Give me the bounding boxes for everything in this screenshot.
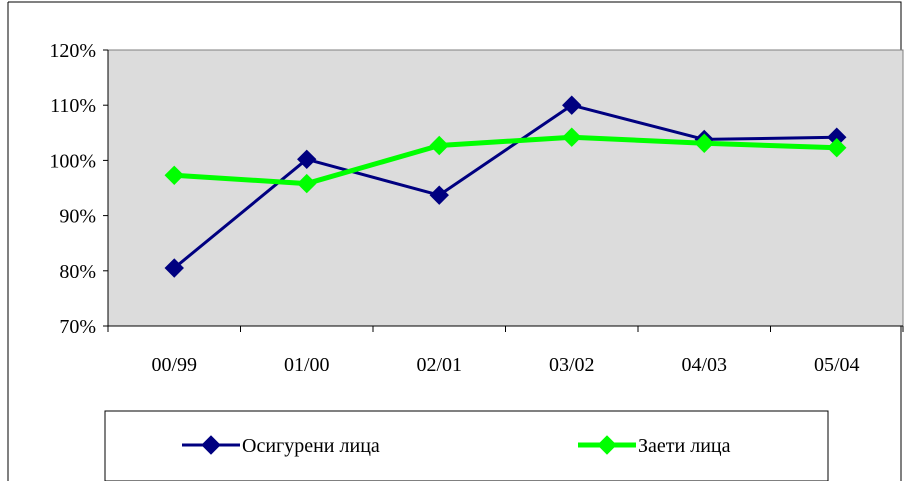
x-tick-label: 02/01: [416, 354, 462, 376]
legend-items: Осигурени лица Заети лица: [182, 435, 731, 457]
data-point: [297, 173, 317, 194]
data-point: [562, 127, 582, 147]
x-tick-label: 04/03: [681, 354, 727, 376]
legend-item: Заети лица: [578, 435, 731, 457]
legend-item: Осигурени лица: [182, 435, 380, 457]
series-2: [164, 127, 847, 194]
series-layer: [164, 95, 847, 278]
y-tick-label: 90%: [59, 206, 96, 228]
series-line: [173, 103, 837, 270]
data-point: [297, 149, 317, 170]
x-tick-label: 01/00: [284, 354, 330, 376]
y-tick-label: 70%: [59, 316, 96, 338]
legend-marker: [597, 435, 617, 455]
data-point: [429, 185, 449, 205]
plot-area: [107, 49, 904, 327]
data-point: [164, 165, 184, 186]
legend-marker: [201, 435, 221, 455]
data-point: [429, 135, 449, 156]
y-tick-label: 100%: [49, 150, 96, 172]
y-tick-label: 110%: [50, 95, 96, 117]
legend-label: Заети лица: [638, 435, 731, 457]
legend: Осигурени лица Заети лица: [104, 410, 829, 482]
x-tick-label: 03/02: [549, 354, 595, 376]
x-tick-label: 00/99: [151, 354, 197, 376]
data-point: [164, 258, 184, 278]
data-point: [827, 137, 847, 158]
axes: 70% 80% 90% 100% 110% 120% 00/99 01/00 02/01 03/0…: [49, 40, 904, 376]
y-tick-label: 120%: [49, 40, 96, 62]
legend-label: Осигурени лица: [242, 435, 380, 457]
x-tick-label: 05/04: [814, 354, 860, 376]
data-point: [562, 95, 582, 115]
series-line: [174, 134, 837, 187]
series-1: [164, 95, 847, 278]
y-tick-label: 80%: [59, 261, 96, 283]
data-point: [694, 133, 714, 153]
